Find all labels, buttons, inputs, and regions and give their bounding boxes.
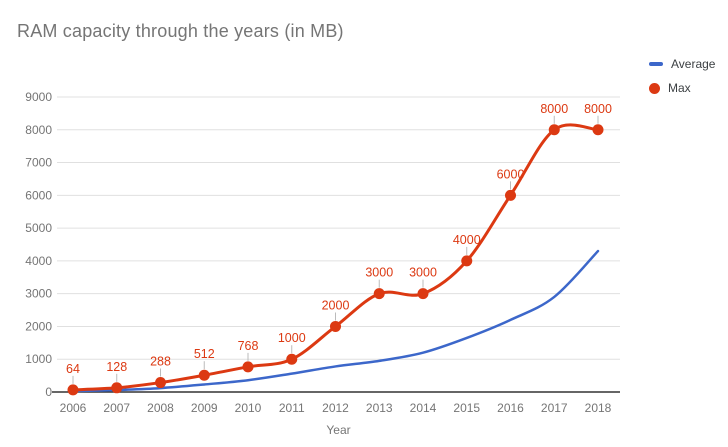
data-label-2014: 3000 (409, 266, 437, 280)
x-tick-label: 2006 (60, 401, 87, 415)
y-tick-label: 7000 (25, 156, 52, 170)
x-tick-label: 2011 (279, 401, 305, 415)
data-point-max-2009[interactable] (198, 369, 210, 381)
data-label-2018: 8000 (584, 102, 612, 116)
series-line-max (71, 123, 600, 392)
x-axis-title: Year (326, 423, 351, 437)
x-tick-label: 2013 (366, 401, 393, 415)
y-tick-label: 8000 (25, 123, 52, 137)
y-tick-label: 9000 (25, 90, 52, 104)
data-point-max-2012[interactable] (330, 320, 341, 332)
legend-circle-swatch-icon (649, 82, 660, 94)
x-tick-label: 2018 (585, 401, 612, 415)
data-point-max-2010[interactable] (242, 361, 254, 373)
data-label-2011: 1000 (278, 331, 306, 345)
data-label-2007: 128 (106, 360, 127, 374)
x-tick-label: 2017 (541, 401, 568, 415)
data-point-max-2013[interactable] (373, 288, 385, 300)
x-tick-label: 2014 (410, 401, 437, 415)
series-line-average (71, 249, 600, 393)
x-tick-label: 2009 (191, 401, 218, 415)
data-point-max-2017[interactable] (548, 124, 560, 136)
legend-label-average: Average (671, 57, 716, 71)
data-label-2010: 768 (238, 339, 259, 353)
x-tick-label: 2016 (497, 401, 524, 415)
data-label-2006: 64 (66, 362, 80, 376)
data-point-max-2014[interactable] (417, 288, 429, 300)
legend: Average Max (649, 57, 715, 95)
chart-title: RAM capacity through the years (in MB) (17, 21, 344, 41)
data-label-2013: 3000 (365, 266, 393, 280)
data-point-max-2011[interactable] (286, 353, 298, 365)
legend-line-swatch-icon (649, 62, 663, 66)
data-label-2017: 8000 (540, 102, 568, 116)
data-label-2016: 6000 (497, 167, 525, 181)
x-tick-label: 2015 (453, 401, 480, 415)
x-tick-label: 2008 (147, 401, 174, 415)
y-tick-label: 0 (45, 385, 52, 399)
data-label-2015: 4000 (453, 233, 481, 247)
data-label-2008: 288 (150, 355, 171, 369)
data-point-max-2008[interactable] (155, 377, 166, 389)
x-tick-label: 2012 (322, 401, 349, 415)
legend-item-max[interactable]: Max (649, 81, 715, 95)
y-tick-label: 6000 (25, 188, 52, 202)
y-tick-label: 3000 (25, 287, 52, 301)
data-point-max-2006[interactable] (67, 384, 79, 396)
data-point-max-2016[interactable] (505, 189, 516, 201)
legend-label-max: Max (668, 81, 691, 95)
data-point-max-2015[interactable] (461, 255, 473, 267)
data-label-2009: 512 (194, 347, 215, 361)
y-tick-label: 1000 (25, 352, 52, 366)
data-point-max-2007[interactable] (111, 382, 123, 394)
x-tick-label: 2010 (235, 401, 262, 415)
legend-item-average[interactable]: Average (649, 57, 715, 71)
y-tick-label: 5000 (25, 221, 52, 235)
data-point-max-2018[interactable] (592, 124, 604, 136)
y-tick-label: 4000 (25, 254, 52, 268)
data-label-2012: 2000 (322, 298, 350, 312)
x-tick-label: 2007 (103, 401, 130, 415)
y-tick-label: 2000 (25, 319, 52, 333)
